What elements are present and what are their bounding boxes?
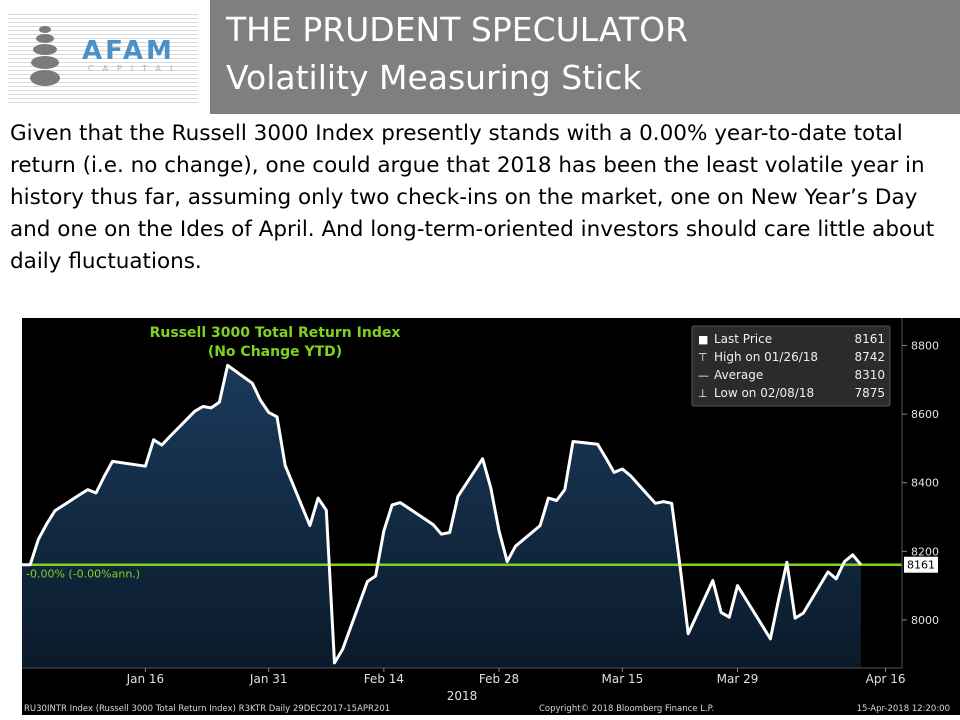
legend-symbol: — (698, 369, 709, 382)
last-price-tag-box (904, 556, 938, 573)
legend-label: Low on 02/08/18 (714, 386, 814, 400)
page-subtitle: Volatility Measuring Stick (226, 58, 642, 97)
y-tick-label: 8800 (911, 339, 939, 352)
reference-line-label: -0.00% (-0.00%ann.) (26, 568, 140, 581)
legend-label: Last Price (714, 332, 772, 346)
x-tick-label: Feb 14 (364, 672, 404, 686)
y-tick-label: 8600 (911, 408, 939, 421)
y-tick-label: 8200 (911, 545, 939, 558)
y-axis-background (902, 318, 960, 668)
legend-value: 8310 (854, 368, 885, 382)
x-tick-label: Feb 28 (479, 672, 519, 686)
x-tick-label: Mar 15 (602, 672, 644, 686)
series-line-last-price (22, 363, 863, 665)
legend-box (691, 325, 891, 407)
stones-icon (30, 26, 60, 90)
chart-svg: -0.00% (-0.00%ann.) 8000 8200 8400 8600 8800 8… (22, 318, 960, 715)
price-area (22, 365, 861, 668)
body-paragraph: Given that the Russell 3000 Index presen… (10, 121, 935, 274)
x-tick-label: Jan 31 (249, 672, 288, 686)
footer-source: RU30INTR Index (Russell 3000 Total Retur… (24, 704, 390, 714)
x-year-label: 2018 (447, 689, 478, 703)
legend-label: Average (714, 368, 763, 382)
legend-label: High on 01/26/18 (714, 350, 818, 364)
chart: -0.00% (-0.00%ann.) 8000 8200 8400 8600 8800 8… (22, 318, 960, 715)
chart-title: Russell 3000 Total Return Index (150, 325, 401, 341)
legend-symbol: ⊥ (698, 387, 708, 400)
legend-value: 8742 (854, 350, 885, 364)
x-tick-label: Mar 29 (717, 672, 759, 686)
last-price-tag: 8161 (907, 559, 935, 572)
y-tick-label: 8400 (911, 477, 939, 490)
logo: AFAM CAPITAL (0, 0, 210, 114)
footer-copyright: Copyright© 2018 Bloomberg Finance L.P. (539, 704, 714, 714)
footer-timestamp: 15-Apr-2018 12:20:00 (857, 704, 950, 714)
legend-symbol: ■ (698, 333, 708, 346)
x-tick-label: Jan 16 (126, 672, 165, 686)
logo-subtitle: CAPITAL (88, 64, 184, 73)
legend-value: 8161 (854, 332, 885, 346)
x-tick-label: Apr 16 (866, 672, 906, 686)
y-tick-label: 8000 (911, 614, 939, 627)
legend-symbol: ⊤ (698, 351, 708, 364)
chart-subtitle: (No Change YTD) (208, 344, 342, 360)
legend-value: 7875 (854, 386, 885, 400)
page-title: THE PRUDENT SPECULATOR (226, 10, 688, 49)
logo-name: AFAM (82, 36, 175, 66)
